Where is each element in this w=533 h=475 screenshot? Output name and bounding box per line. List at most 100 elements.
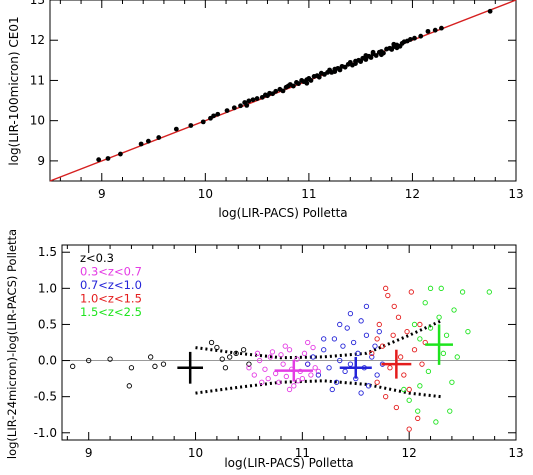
top-xtick-label: 11: [301, 187, 316, 201]
bottom-axis-ticks: 9 10 11 12 13 -1.0 -0.5 0.0 0.5 1.0 1.5: [34, 245, 524, 460]
data-point: [208, 115, 213, 121]
data-point: [350, 339, 357, 346]
data-point: [233, 350, 239, 356]
data-point: [267, 354, 273, 360]
data-point: [397, 354, 404, 360]
data-point: [363, 57, 369, 62]
envelope-lower: [195, 379, 442, 399]
data-point: [299, 375, 306, 382]
data-point: [385, 292, 391, 299]
data-point: [337, 357, 343, 364]
data-point: [342, 368, 348, 375]
data-point: [118, 151, 123, 157]
bottom-scatter-points: [70, 285, 492, 432]
data-point: [394, 45, 400, 51]
data-point: [411, 347, 418, 353]
data-point: [433, 419, 439, 425]
data-point: [363, 303, 370, 310]
data-point: [337, 67, 343, 73]
data-point: [282, 343, 288, 349]
data-point: [333, 379, 340, 385]
data-point: [415, 408, 421, 414]
data-point: [254, 96, 260, 101]
data-point: [440, 350, 447, 356]
data-point: [231, 105, 237, 111]
data-point: [294, 356, 300, 362]
data-point: [379, 343, 386, 349]
data-point: [305, 361, 311, 367]
data-point: [447, 408, 453, 414]
mean-crosses: [177, 324, 453, 384]
data-point: [376, 321, 382, 328]
data-point: [246, 361, 252, 367]
data-point: [215, 111, 221, 117]
data-point: [401, 386, 407, 393]
bottom-xlabel: log(LIR-PACS) Polletta: [224, 456, 353, 470]
bottom-plot-frame: [61, 244, 517, 441]
data-point: [374, 379, 380, 385]
data-point: [459, 289, 466, 295]
bottom-xtick-label: 12: [402, 446, 417, 460]
data-point: [358, 390, 364, 396]
bottom-xtick-label: 10: [188, 446, 203, 460]
top-ytick-label: 12: [30, 33, 45, 47]
data-point: [219, 356, 225, 362]
data-point: [308, 78, 314, 83]
data-point: [227, 354, 233, 360]
data-point: [465, 329, 471, 335]
data-point: [265, 375, 271, 382]
bottom-ytick-label: 1.5: [38, 245, 57, 259]
top-ytick-label: 11: [30, 73, 45, 87]
legend: z<0.30.3<z<0.70.7<z<1.01.0<z<1.51.5<z<2.…: [80, 251, 142, 319]
data-point: [128, 365, 135, 371]
data-point: [70, 363, 76, 369]
data-point: [332, 69, 338, 74]
data-point: [329, 386, 335, 393]
data-point: [326, 365, 332, 371]
data-point: [363, 53, 369, 58]
data-point: [419, 361, 425, 367]
data-point: [310, 354, 316, 360]
data-point: [427, 325, 434, 331]
data-point: [373, 53, 379, 58]
data-point: [443, 332, 450, 338]
data-point: [374, 336, 380, 342]
top-xlabel: log(LIR-PACS) Polletta: [218, 206, 347, 220]
data-point: [358, 318, 364, 324]
data-point: [337, 321, 343, 328]
data-point: [273, 88, 279, 94]
top-xtick-label: 13: [508, 187, 523, 201]
bottom-ytick-label: 0.5: [38, 317, 57, 331]
top-xtick-label: 9: [98, 187, 106, 201]
data-point: [387, 365, 393, 371]
data-point: [487, 8, 493, 14]
data-point: [240, 347, 247, 353]
data-point: [244, 102, 250, 108]
top-ytick-label: 13: [30, 0, 45, 7]
bottom-xtick-label: 9: [85, 446, 93, 460]
data-point: [280, 361, 286, 367]
data-point: [312, 365, 318, 371]
data-point: [238, 103, 243, 109]
data-point: [353, 61, 358, 66]
top-xtick-label: 12: [405, 187, 420, 201]
data-point: [291, 383, 297, 389]
data-point: [156, 135, 162, 140]
data-point: [200, 119, 206, 125]
data-point: [340, 343, 346, 349]
data-point: [374, 372, 380, 378]
data-point: [296, 81, 301, 87]
data-point: [391, 303, 397, 310]
data-point: [145, 138, 151, 144]
data-point: [404, 329, 410, 335]
data-point: [222, 365, 229, 371]
data-point: [283, 373, 289, 380]
data-point: [262, 366, 268, 372]
data-point: [321, 336, 327, 342]
bottom-ylabel: log(LIR-24micron)-log(LIR-PACS) Polletta: [5, 229, 19, 459]
data-point: [369, 354, 375, 360]
data-point: [344, 325, 350, 331]
data-point: [425, 28, 431, 34]
data-point: [259, 379, 265, 385]
